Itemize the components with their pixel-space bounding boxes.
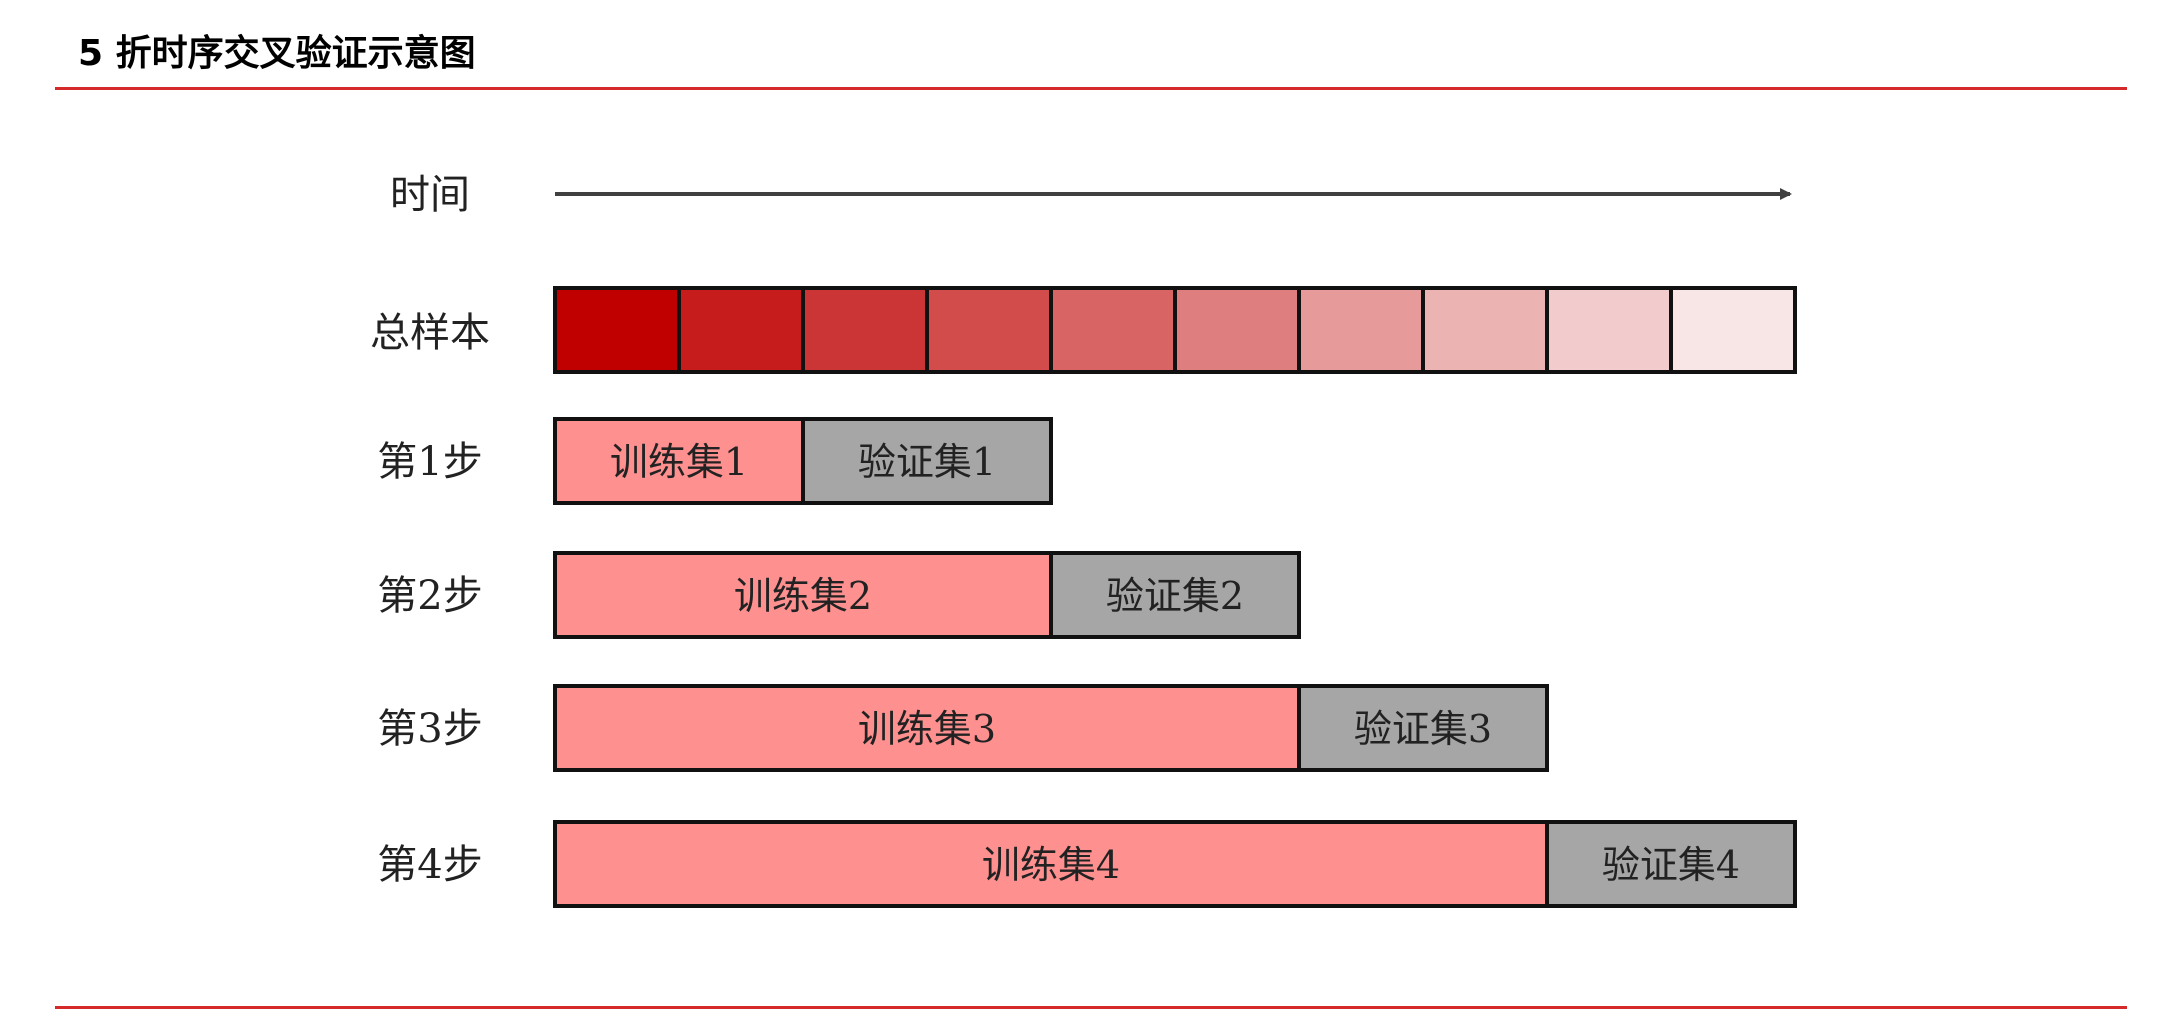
sample-segment-2 bbox=[677, 286, 805, 374]
validation-block bbox=[1545, 820, 1797, 908]
steps-group: 第1步 训练集1 验证集1 第2步 训练集2 验证集2 第3步 训练集3 验证集3 第4步 训练集4… bbox=[377, 417, 1797, 908]
validation-block-label: 验证集4 bbox=[1602, 843, 1740, 887]
validation-block bbox=[801, 417, 1053, 505]
page-title: 5 折时序交叉验证示意图 bbox=[78, 33, 476, 74]
train-block bbox=[553, 820, 1549, 908]
sample-segment-1 bbox=[553, 286, 681, 374]
sample-segment-7 bbox=[1297, 286, 1425, 374]
time-label: 时间 bbox=[390, 172, 470, 218]
step-row-1: 第1步 训练集1 验证集1 bbox=[377, 417, 1053, 505]
top-divider bbox=[55, 87, 2127, 90]
train-block-label: 训练集1 bbox=[610, 440, 748, 484]
step-label: 第1步 bbox=[377, 439, 482, 485]
step-label: 第4步 bbox=[377, 842, 482, 888]
validation-block-label: 验证集3 bbox=[1354, 707, 1492, 751]
validation-block-label: 验证集2 bbox=[1106, 574, 1244, 618]
validation-block bbox=[1049, 551, 1301, 639]
sample-label: 总样本 bbox=[370, 310, 490, 356]
train-block-label: 训练集4 bbox=[982, 843, 1120, 887]
sample-segment-4 bbox=[925, 286, 1053, 374]
sample-segment-3 bbox=[801, 286, 929, 374]
sample-segment-9 bbox=[1545, 286, 1673, 374]
bottom-divider bbox=[55, 1006, 2127, 1009]
train-block bbox=[553, 684, 1301, 772]
train-block-label: 训练集3 bbox=[858, 707, 996, 751]
step-label: 第3步 bbox=[377, 706, 482, 752]
step-row-4: 第4步 训练集4 验证集4 bbox=[377, 820, 1797, 908]
step-row-3: 第3步 训练集3 验证集3 bbox=[377, 684, 1549, 772]
train-block-label: 训练集2 bbox=[734, 574, 872, 618]
step-row-2: 第2步 训练集2 验证集2 bbox=[377, 551, 1301, 639]
sample-segment-5 bbox=[1049, 286, 1177, 374]
train-block bbox=[553, 417, 805, 505]
sample-bar bbox=[553, 286, 1797, 374]
sample-segment-10 bbox=[1669, 286, 1797, 374]
sample-segment-8 bbox=[1421, 286, 1549, 374]
step-label: 第2步 bbox=[377, 573, 482, 619]
sample-segment-6 bbox=[1173, 286, 1301, 374]
validation-block bbox=[1297, 684, 1549, 772]
validation-block-label: 验证集1 bbox=[858, 440, 996, 484]
